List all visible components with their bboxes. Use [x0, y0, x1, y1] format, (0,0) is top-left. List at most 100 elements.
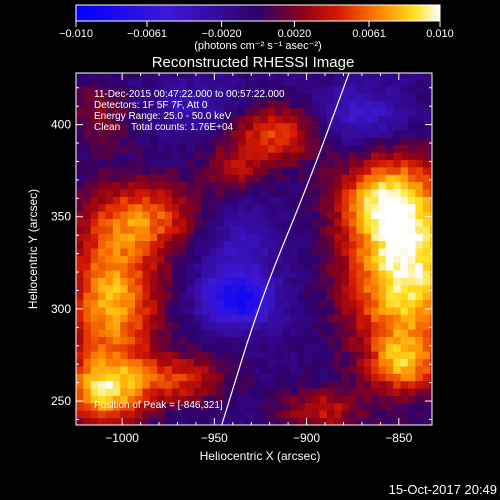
heatmap-cell	[98, 189, 106, 197]
heatmap-cell	[430, 181, 432, 190]
heatmap-cell	[83, 321, 92, 330]
heatmap-cell	[179, 255, 188, 264]
heatmap-cell	[363, 196, 372, 205]
heatmap-cell	[127, 321, 136, 330]
heatmap-cell	[371, 248, 379, 256]
heatmap-cell	[282, 395, 291, 404]
heatmap-cell	[98, 329, 106, 337]
heatmap-cells	[76, 73, 432, 425]
heatmap-cell	[408, 351, 416, 360]
heatmap-cell	[275, 85, 283, 94]
heatmap-cell	[120, 233, 129, 242]
heatmap-cell	[149, 366, 158, 374]
heatmap-cell	[164, 152, 173, 161]
heatmap-cell	[334, 203, 343, 212]
heatmap-cell	[282, 203, 291, 212]
heatmap-cell	[164, 373, 173, 382]
heatmap-cell	[267, 100, 276, 109]
heatmap-cell	[112, 277, 121, 286]
heatmap-cell	[120, 307, 129, 315]
heatmap-cell	[326, 78, 335, 87]
heatmap-cell	[363, 329, 372, 337]
heatmap-cell	[267, 277, 276, 286]
heatmap-cell	[267, 248, 276, 256]
heatmap-cell	[297, 115, 306, 124]
heatmap-cell	[297, 321, 306, 330]
heatmap-cell	[304, 196, 313, 205]
heatmap-cell	[127, 343, 136, 352]
heatmap-cell	[135, 144, 143, 153]
heatmap-cell	[127, 93, 136, 102]
heatmap-cell	[223, 144, 232, 153]
heatmap-cell	[312, 380, 320, 389]
heatmap-cell	[422, 351, 431, 360]
heatmap-cell	[415, 174, 424, 183]
heatmap-cell	[400, 85, 409, 94]
heatmap-cell	[76, 314, 84, 323]
heatmap-cell	[356, 233, 365, 242]
heatmap-cell	[334, 93, 343, 102]
heatmap-cell	[326, 329, 335, 337]
heatmap-cell	[289, 307, 298, 315]
heatmap-cell	[289, 130, 298, 138]
heatmap-cell	[83, 270, 92, 278]
heatmap-cell	[267, 284, 276, 293]
heatmap-cell	[275, 240, 283, 249]
heatmap-cell	[90, 130, 99, 138]
heatmap-cell	[179, 203, 188, 212]
heatmap-cell	[112, 270, 121, 278]
heatmap-cell	[341, 108, 350, 116]
heatmap-cell	[371, 122, 379, 131]
heatmap-cell	[253, 351, 261, 360]
heatmap-cell	[304, 270, 313, 278]
heatmap-cell	[76, 262, 84, 271]
heatmap-cell	[223, 277, 232, 286]
heatmap-cell	[135, 358, 143, 367]
heatmap-cell	[408, 262, 416, 271]
heatmap-cell	[326, 144, 335, 153]
heatmap-cell	[201, 321, 210, 330]
heatmap-cell	[127, 307, 136, 315]
heatmap-cell	[356, 211, 365, 219]
heatmap-cell	[223, 137, 232, 146]
heatmap-cell	[157, 395, 165, 404]
heatmap-cell	[371, 292, 379, 301]
heatmap-cell	[312, 292, 320, 301]
heatmap-cell	[120, 85, 129, 94]
heatmap-cell	[326, 380, 335, 389]
heatmap-cell	[289, 159, 298, 168]
heatmap-cell	[216, 108, 224, 116]
heatmap-cell	[157, 73, 165, 79]
heatmap-cell	[112, 292, 121, 301]
annotation-clean-counts: Clean Total counts: 1.76E+04	[94, 122, 234, 133]
heatmap-cell	[304, 174, 313, 183]
heatmap-cell	[98, 137, 106, 146]
heatmap-cell	[208, 100, 217, 109]
heatmap-cell	[393, 373, 402, 382]
heatmap-cell	[149, 388, 158, 396]
heatmap-cell	[253, 115, 261, 124]
heatmap-cell	[149, 152, 158, 161]
heatmap-cell	[297, 284, 306, 293]
heatmap-cell	[208, 189, 217, 197]
heatmap-cell	[149, 225, 158, 234]
heatmap-cell	[430, 358, 432, 367]
heatmap-cell	[334, 314, 343, 323]
heatmap-cell	[149, 270, 158, 278]
heatmap-cell	[90, 248, 99, 256]
heatmap-cell	[260, 203, 269, 212]
heatmap-cell	[76, 395, 84, 404]
heatmap-cell	[275, 277, 283, 286]
heatmap-cell	[105, 73, 114, 79]
heatmap-cell	[260, 270, 269, 278]
heatmap-cell	[393, 248, 402, 256]
heatmap-cell	[127, 270, 136, 278]
heatmap-cell	[326, 189, 335, 197]
heatmap-cell	[120, 144, 129, 153]
heatmap-cell	[393, 108, 402, 116]
heatmap-cell	[312, 314, 320, 323]
heatmap-cell	[363, 358, 372, 367]
heatmap-cell	[312, 218, 320, 227]
heatmap-cell	[164, 343, 173, 352]
